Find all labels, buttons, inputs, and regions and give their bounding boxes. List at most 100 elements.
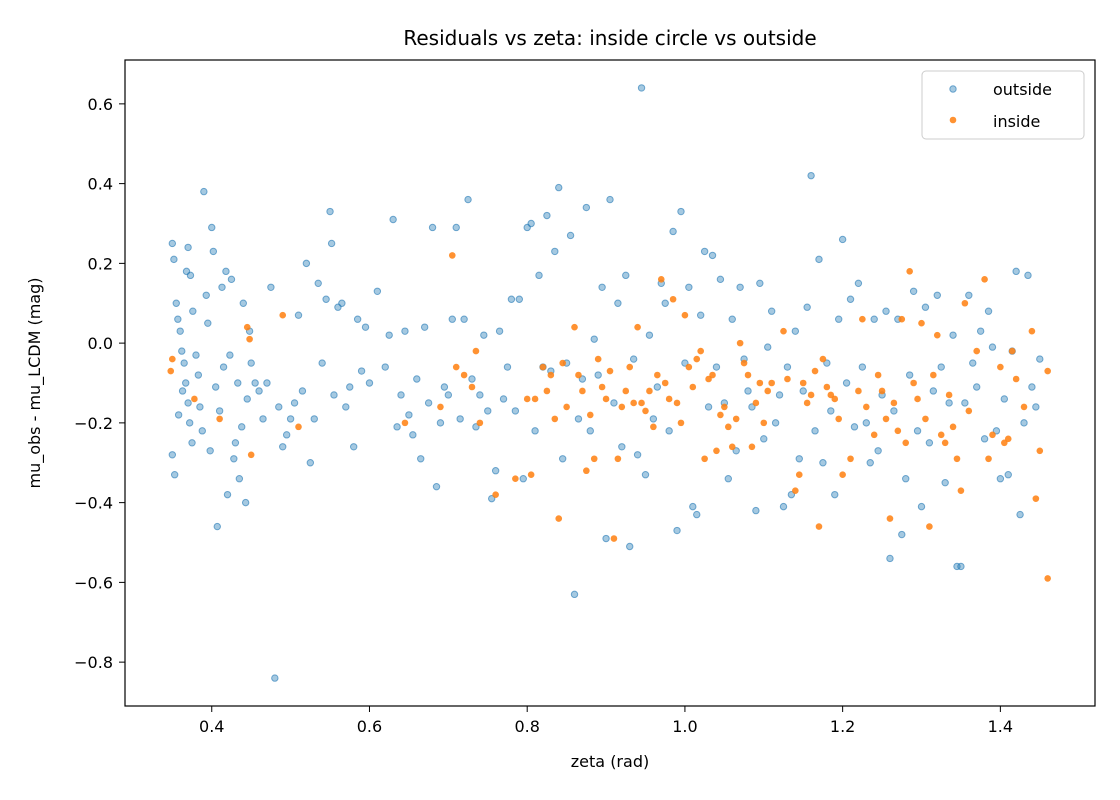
inside-point (1028, 327, 1036, 335)
inside-point (736, 339, 744, 347)
outside-point (645, 331, 654, 339)
inside-point (728, 443, 736, 451)
inside-point (831, 395, 839, 403)
outside-point (732, 447, 740, 455)
outside-point (170, 471, 179, 479)
y-axis-ticks: −0.8 −0.6 −0.4 −0.2 0.0 0.2 0.4 0.6 (74, 95, 125, 672)
outside-point (235, 475, 244, 483)
outside-point (247, 359, 255, 367)
outside-point (578, 375, 587, 383)
outside-point (965, 291, 973, 299)
x-axis-ticks: 0.4 0.6 0.8 1.0 1.2 1.4 (199, 706, 1013, 736)
outside-point (188, 439, 196, 447)
outside-point (322, 295, 330, 303)
outside-point (519, 475, 527, 483)
legend-box (921, 70, 1085, 140)
outside-point (184, 243, 192, 252)
outside-point (385, 331, 393, 339)
inside-point (169, 355, 176, 363)
inside-point (638, 399, 645, 407)
outside-point (724, 475, 732, 483)
inside-point (1044, 367, 1051, 375)
outside-point (1004, 471, 1012, 479)
inside-point (989, 431, 996, 439)
y-axis-label: mu_obs - mu_LCDM (mag) (25, 277, 45, 488)
outside-point (941, 478, 949, 487)
outside-point (241, 498, 250, 507)
outside-point (913, 427, 922, 435)
outside-point (890, 407, 898, 415)
plot-frame (124, 59, 1096, 707)
outside-point (200, 187, 208, 196)
outside-point (1016, 510, 1024, 519)
outside-point (226, 351, 234, 359)
y-tick-label: 0.0 (88, 334, 113, 353)
inside-point (973, 347, 981, 355)
inside-point (681, 311, 689, 319)
outside-point (787, 490, 796, 499)
outside-point (669, 227, 677, 236)
outside-point (610, 399, 618, 407)
outside-point (456, 415, 464, 423)
inside-point (246, 335, 253, 343)
outside-point (424, 399, 433, 407)
outside-point (531, 427, 539, 435)
outside-point (527, 219, 535, 228)
outside-point (440, 383, 449, 391)
inside-point (590, 455, 598, 463)
chart-title: Residuals vs zeta: inside circle vs outs… (403, 26, 816, 50)
inside-point (598, 383, 606, 391)
outside-point (736, 283, 744, 291)
inside-point (902, 439, 910, 447)
inside-point (551, 415, 559, 423)
inside-point (1012, 375, 1020, 383)
outside-point (614, 299, 622, 307)
inside-point (559, 359, 566, 367)
outside-point (436, 419, 445, 427)
outside-point (874, 447, 882, 455)
outside-point (902, 475, 910, 483)
inside-point (859, 315, 866, 323)
inside-point (697, 347, 704, 355)
inside-point (492, 491, 499, 498)
outside-point (346, 383, 354, 391)
outside-point (381, 363, 389, 371)
inside-point (870, 431, 878, 439)
outside-point (432, 482, 441, 491)
outside-point (330, 391, 338, 399)
outside-point (231, 439, 240, 447)
inside-point (724, 423, 732, 431)
outside-point (464, 195, 472, 204)
inside-point (247, 451, 255, 459)
outside-point (227, 275, 236, 284)
inside-point (586, 411, 594, 419)
outside-point (263, 379, 271, 387)
outside-point (168, 239, 177, 248)
inside-point (646, 387, 653, 395)
outside-point (192, 351, 200, 359)
outside-point (310, 415, 318, 423)
outside-point (566, 231, 575, 240)
y-tick-label: 0.2 (88, 254, 113, 273)
outside-point (318, 359, 326, 367)
inside-point (926, 523, 933, 530)
outside-point (618, 443, 626, 451)
inside-point (626, 363, 634, 371)
outside-point (350, 443, 358, 451)
outside-point (239, 299, 247, 307)
inside-point (855, 387, 862, 395)
outside-point (172, 299, 180, 307)
inside-point (243, 323, 251, 331)
outside-point (649, 415, 658, 423)
inside-point (898, 315, 906, 323)
inside-point (886, 515, 894, 522)
inside-point (448, 252, 456, 259)
outside-point (491, 467, 500, 475)
inside-point (665, 395, 673, 403)
outside-point (949, 331, 957, 339)
outside-point (1020, 419, 1028, 427)
inside-point (894, 427, 902, 435)
inside-point (997, 363, 1004, 371)
outside-point (251, 379, 259, 387)
